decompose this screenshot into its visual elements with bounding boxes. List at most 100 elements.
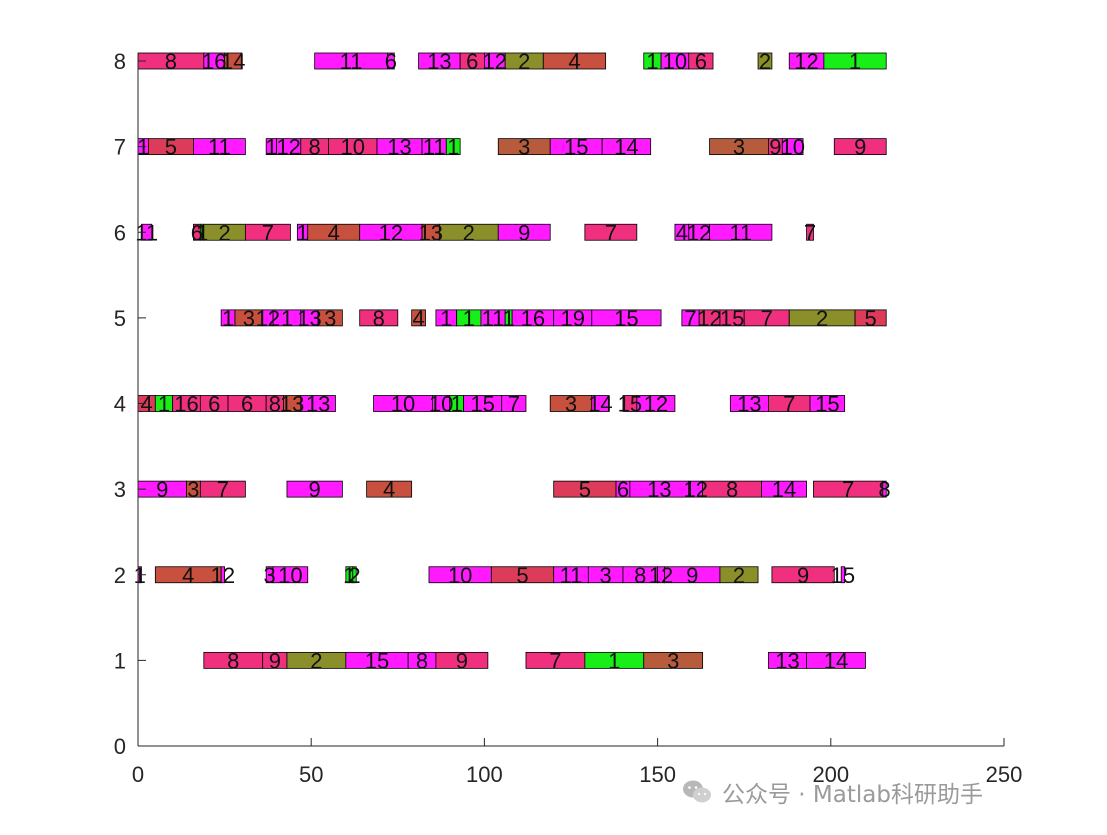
bar-label-row5-72: 1 <box>503 306 515 331</box>
bar-label-row2-13: 12 <box>211 563 235 588</box>
bar-label-row4-50: 10 <box>429 392 453 417</box>
bar-row8-119 <box>387 52 395 70</box>
bar-label-row8-115: 8 <box>165 49 177 74</box>
bar-row4-48 <box>300 395 336 412</box>
bar-row5-68 <box>411 309 426 327</box>
bar-label-row5-70: 1 <box>463 306 475 331</box>
bar-label-row6-93: 7 <box>605 220 617 245</box>
bar-label-row3-34: 6 <box>617 477 629 502</box>
bar-label-row3-38: 14 <box>772 477 796 502</box>
bar-label-row3-37: 8 <box>726 477 738 502</box>
bar-row8-128 <box>757 52 773 70</box>
bar-label-row8-127: 6 <box>695 49 707 74</box>
bar-label-row7-111: 3 <box>733 135 745 160</box>
y-tick-label-5: 5 <box>114 306 126 331</box>
bar-row4-53 <box>501 395 527 412</box>
bar-label-row3-36: 12 <box>683 477 707 502</box>
bar-label-row8-129: 12 <box>794 49 818 74</box>
wechat-icon <box>683 780 711 803</box>
bar-label-row7-114: 9 <box>854 135 866 160</box>
bar-label-row2-24: 9 <box>686 563 698 588</box>
bar-label-row3-33: 5 <box>579 477 591 502</box>
bar-label-row1-10: 14 <box>824 648 848 673</box>
bar-label-row1-2: 2 <box>310 648 322 673</box>
bar-label-row5-76: 7 <box>684 306 696 331</box>
bar-label-row6-85: 2 <box>218 220 230 245</box>
bar-label-row7-106: 11 <box>423 135 446 160</box>
bar-label-row5-63: 12 <box>256 306 280 331</box>
bar-row1-5 <box>435 651 489 669</box>
bar-label-row6-89: 12 <box>379 220 403 245</box>
bar-label-row5-61: 1 <box>222 306 234 331</box>
bar-label-row7-107: 1 <box>447 135 459 160</box>
bar-label-row6-95: 12 <box>687 220 711 245</box>
bar-label-row8-128: 2 <box>759 49 771 74</box>
bar-label-row7-105: 13 <box>387 135 411 160</box>
bar-label-row7-109: 15 <box>564 135 588 160</box>
bar-label-row5-62: 3 <box>243 306 255 331</box>
bar-label-row4-56: 15 <box>618 392 642 417</box>
bar-row6-86 <box>244 223 291 241</box>
bar-row1-10 <box>806 651 866 669</box>
bar-label-row6-88: 4 <box>328 220 340 245</box>
bar-label-row4-51: 1 <box>451 392 463 417</box>
bar-label-row5-73: 16 <box>521 306 545 331</box>
bar-row6-92 <box>497 223 551 241</box>
bar-label-row1-8: 3 <box>667 648 679 673</box>
watermark: 公众号 · Matlab科研助手 <box>682 772 983 812</box>
bar-row1-8 <box>643 651 704 669</box>
bar-label-row8-121: 6 <box>466 49 478 74</box>
bar-row2-27 <box>840 566 846 584</box>
bar-label-row3-40: 8 <box>878 477 890 502</box>
bar-row6-93 <box>584 223 638 241</box>
bar-label-row4-54: 3 <box>565 392 577 417</box>
bar-label-row3-29: 3 <box>187 477 199 502</box>
bar-row6-97 <box>806 223 814 241</box>
bar-label-row2-12: 4 <box>182 563 194 588</box>
bar-label-row8-126: 10 <box>663 49 687 74</box>
bar-row3-31 <box>286 480 343 498</box>
bar-label-row6-94: 4 <box>676 220 688 245</box>
bar-label-row4-46: 8 <box>269 392 281 417</box>
bar-label-row5-74: 19 <box>560 306 584 331</box>
bar-label-row7-104: 10 <box>341 135 365 160</box>
bar-label-row8-118: 11 <box>340 49 363 74</box>
bar-label-row1-9: 13 <box>775 648 799 673</box>
watermark-text: 公众号 · Matlab科研助手 <box>722 782 983 808</box>
bar-row3-30 <box>199 480 246 498</box>
bar-label-row4-41: 4 <box>141 392 153 417</box>
bar-label-row8-123: 2 <box>518 49 530 74</box>
bar-label-row5-66: 3 <box>324 306 336 331</box>
bar-label-row6-90: 13 <box>418 220 442 245</box>
bar-label-row8-124: 4 <box>568 49 580 74</box>
x-tick-label-250: 250 <box>986 762 1023 787</box>
bar-label-row4-58: 13 <box>737 392 761 417</box>
bar-row5-66 <box>317 309 343 327</box>
bar-row2-25 <box>719 566 759 584</box>
y-tick-label-7: 7 <box>114 135 126 160</box>
bar-label-row8-117: 14 <box>221 49 245 74</box>
bar-label-row4-48: 13 <box>306 392 330 417</box>
bar-label-row7-112: 9 <box>769 135 781 160</box>
y-tick-label-2: 2 <box>114 563 126 588</box>
bar-label-row2-19: 5 <box>516 563 528 588</box>
bar-label-row3-39: 7 <box>842 477 854 502</box>
bar-label-row1-5: 9 <box>456 648 468 673</box>
bar-label-row4-52: 15 <box>470 392 494 417</box>
bar-label-row8-130: 1 <box>849 49 861 74</box>
bar-label-row7-102: 12 <box>276 135 300 160</box>
bar-label-row4-42: 1 <box>158 392 170 417</box>
x-tick-label-100: 100 <box>466 762 503 787</box>
bar-label-row1-6: 7 <box>549 648 561 673</box>
bar-label-row4-59: 7 <box>783 392 795 417</box>
bar-label-row3-32: 4 <box>383 477 395 502</box>
bar-label-row2-27: 15 <box>831 563 855 588</box>
y-tick-label-0: 0 <box>114 734 126 759</box>
bar-label-row2-16: 1 <box>343 563 355 588</box>
x-tick-label-150: 150 <box>639 762 676 787</box>
bar-label-row4-60: 15 <box>815 392 839 417</box>
bar-label-row4-47: 13 <box>280 392 304 417</box>
bar-label-row1-3: 15 <box>365 648 389 673</box>
x-tick-label-200: 200 <box>812 762 849 787</box>
